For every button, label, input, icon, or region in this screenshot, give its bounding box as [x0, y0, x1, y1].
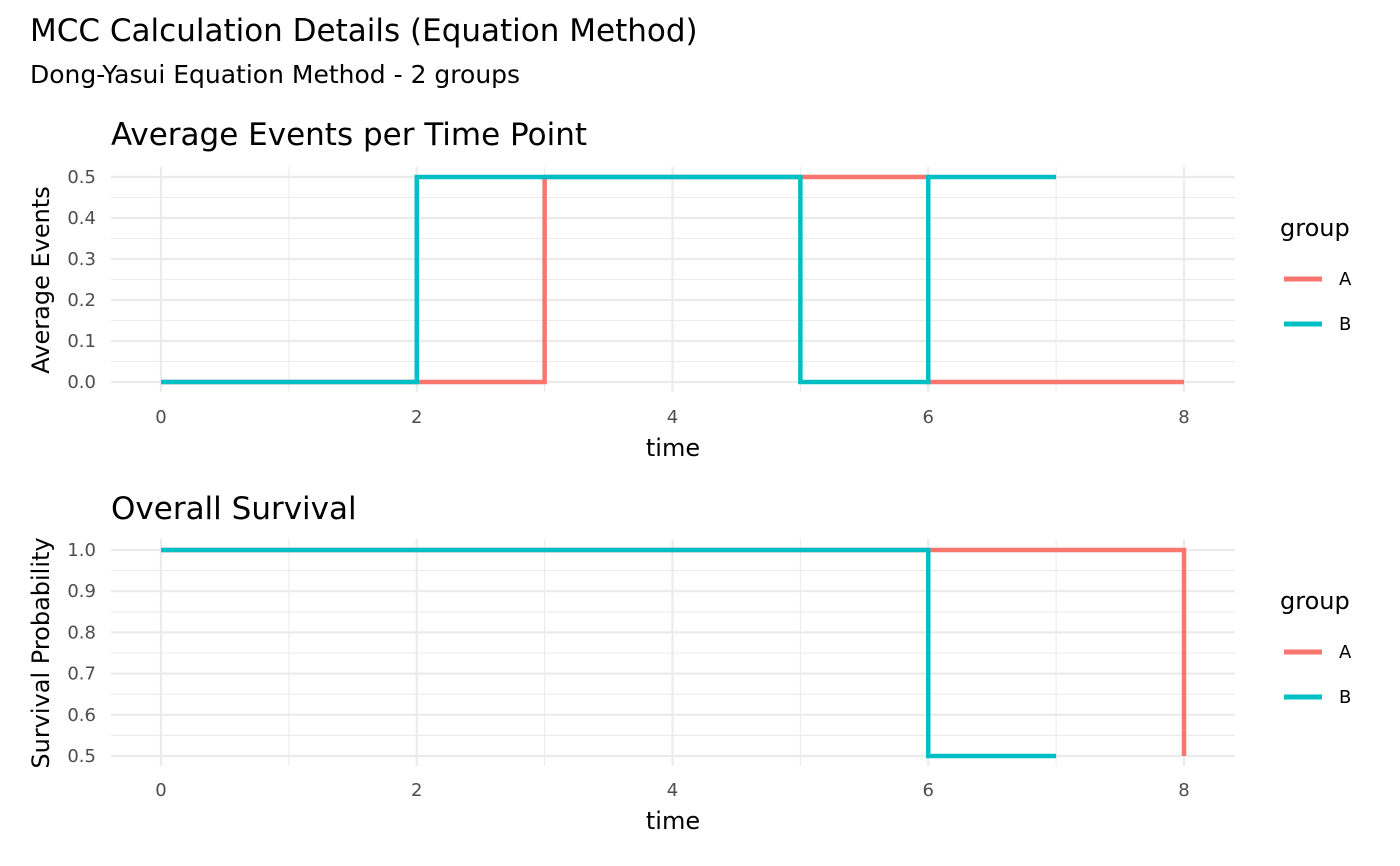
y-axis-title: Average Events: [27, 186, 55, 373]
legend-label-b: B: [1339, 687, 1351, 708]
y-tick-label: 0.1: [67, 331, 96, 352]
y-tick-labels: 0.5 0.6 0.7 0.8 0.9 1.0: [67, 540, 96, 767]
y-tick-label: 0.5: [67, 167, 96, 188]
panel-title: Average Events per Time Point: [111, 117, 587, 153]
y-tick-label: 1.0: [67, 540, 96, 561]
y-tick-label: 0.6: [67, 705, 96, 726]
x-axis-title: time: [646, 434, 700, 462]
series-lines: [161, 547, 1187, 759]
legend-title: group: [1280, 214, 1350, 242]
x-axis-title: time: [646, 807, 700, 835]
legend-title: group: [1280, 587, 1350, 615]
x-tick-label: 8: [1178, 780, 1189, 801]
x-tick-label: 0: [155, 407, 166, 428]
series-lines: [161, 174, 1184, 385]
panel-overall-survival: Overall Survival 0.5 0.6 0.7 0.8 0.9 1.0 0 2 4 6…: [27, 491, 1352, 835]
x-tick-labels: 0 2 4 6 8: [155, 407, 1189, 428]
series-line-b: [161, 547, 1057, 759]
y-tick-label: 0.4: [67, 208, 96, 229]
legend-label-a: A: [1339, 642, 1352, 663]
x-tick-label: 6: [923, 407, 934, 428]
legend-label-b: B: [1339, 314, 1351, 335]
legend: group A B: [1280, 214, 1352, 335]
x-tick-labels: 0 2 4 6 8: [155, 780, 1189, 801]
x-tick-label: 4: [667, 407, 678, 428]
y-tick-labels: 0.0 0.1 0.2 0.3 0.4 0.5: [67, 167, 96, 393]
series-line-b: [161, 174, 1057, 385]
legend: group A B: [1280, 587, 1352, 708]
grid: [111, 539, 1235, 766]
y-tick-label: 0.2: [67, 290, 96, 311]
y-tick-label: 0.8: [67, 622, 96, 643]
y-tick-label: 0.5: [67, 746, 96, 767]
y-axis-title: Survival Probability: [27, 537, 55, 768]
panel-title: Overall Survival: [111, 491, 357, 527]
y-tick-label: 0.3: [67, 249, 96, 270]
x-tick-label: 2: [411, 780, 422, 801]
legend-label-a: A: [1339, 269, 1352, 290]
main-subtitle: Dong-Yasui Equation Method - 2 groups: [30, 60, 520, 89]
x-tick-label: 6: [923, 780, 934, 801]
x-tick-label: 8: [1178, 407, 1189, 428]
y-tick-label: 0.9: [67, 581, 96, 602]
y-tick-label: 0.0: [67, 372, 96, 393]
panel-average-events: Average Events per Time Point 0.00.10.20…: [27, 117, 1352, 462]
y-tick-label: 0.7: [67, 664, 96, 685]
grid: [111, 167, 1235, 392]
main-title: MCC Calculation Details (Equation Method…: [30, 13, 698, 49]
x-tick-label: 0: [155, 780, 166, 801]
x-tick-label: 2: [411, 407, 422, 428]
x-tick-label: 4: [667, 780, 678, 801]
